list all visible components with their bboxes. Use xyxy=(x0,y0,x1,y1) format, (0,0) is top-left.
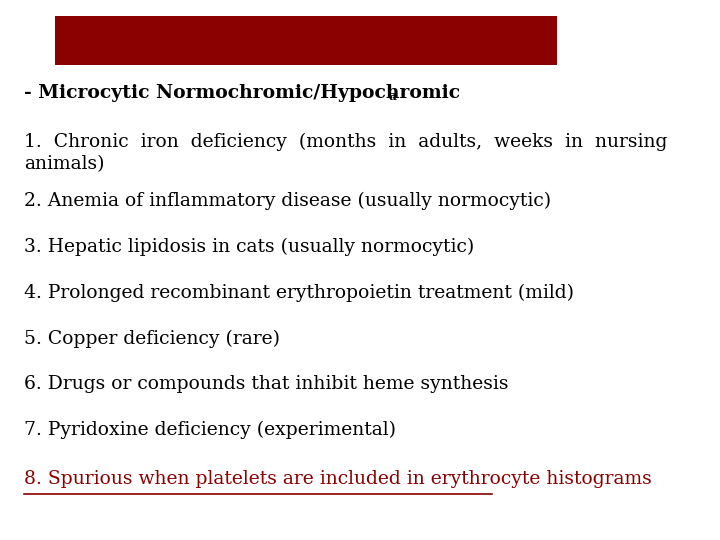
Text: 3. Hepatic lipidosis in cats (usually normocytic): 3. Hepatic lipidosis in cats (usually no… xyxy=(24,238,474,256)
Text: - Microcytic Normochromic/Hypochromic: - Microcytic Normochromic/Hypochromic xyxy=(24,84,461,102)
Text: 6. Drugs or compounds that inhibit heme synthesis: 6. Drugs or compounds that inhibit heme … xyxy=(24,375,509,393)
Text: 7. Pyridoxine deficiency (experimental): 7. Pyridoxine deficiency (experimental) xyxy=(24,421,397,440)
Text: 1.  Chronic  iron  deficiency  (months  in  adults,  weeks  in  nursing
animals): 1. Chronic iron deficiency (months in ad… xyxy=(24,132,668,173)
Text: 5. Copper deficiency (rare): 5. Copper deficiency (rare) xyxy=(24,329,281,348)
Text: 8. Spurious when platelets are included in erythrocyte histograms: 8. Spurious when platelets are included … xyxy=(24,470,652,488)
Text: a: a xyxy=(389,90,397,103)
Text: 4. Prolonged recombinant erythropoietin treatment (mild): 4. Prolonged recombinant erythropoietin … xyxy=(24,284,575,302)
FancyBboxPatch shape xyxy=(55,16,557,65)
Text: 2. Anemia of inflammatory disease (usually normocytic): 2. Anemia of inflammatory disease (usual… xyxy=(24,192,552,210)
